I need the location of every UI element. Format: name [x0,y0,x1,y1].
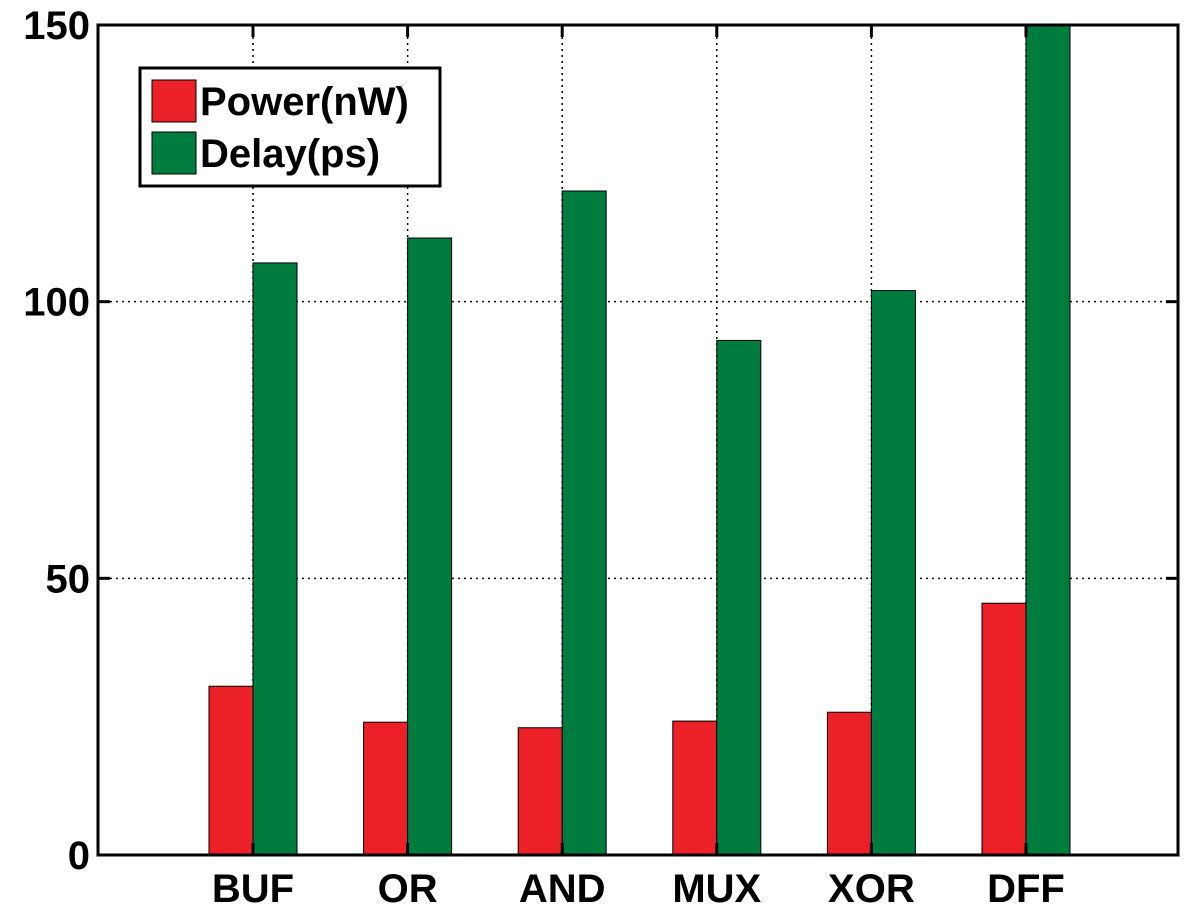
legend-swatch-0 [151,79,197,123]
bar-xor-series-1 [870,290,916,856]
legend-label-1: Delay(ps) [200,132,380,176]
bar-buf-series-0 [208,685,254,856]
bar-mux-series-0 [672,720,718,856]
bar-and-series-1 [561,190,607,856]
axis-ticks [98,23,1178,857]
legend-swatch-1 [151,131,197,175]
legend: Power(nW) Delay(ps) [138,66,442,188]
plot-frame [96,23,1180,857]
y-tick-label-150: 150 [23,4,90,48]
x-tick-label-buf: BUF [212,867,294,909]
x-tick-label-xor: XOR [828,867,915,909]
bars [208,24,1071,856]
y-tick-label-100: 100 [23,281,90,325]
bar-mux-series-1 [716,339,762,856]
bar-or-series-1 [407,237,453,856]
bar-xor-series-0 [826,711,872,856]
bar-buf-series-1 [252,262,298,856]
bar-and-series-0 [517,727,563,856]
tick-labels: 0 50 100 150 BUF OR AND MUX XOR DFF [23,4,1065,909]
x-tick-label-dff: DFF [987,867,1065,909]
bar-dff-series-1 [1025,24,1071,856]
y-tick-label-0: 0 [68,834,90,878]
legend-label-0: Power(nW) [200,80,409,124]
x-tick-label-mux: MUX [672,867,761,909]
x-tick-label-and: AND [519,867,606,909]
x-tick-label-or: OR [378,867,438,909]
bar-or-series-0 [363,721,409,856]
y-tick-label-50: 50 [46,557,91,601]
bar-dff-series-0 [981,602,1027,856]
